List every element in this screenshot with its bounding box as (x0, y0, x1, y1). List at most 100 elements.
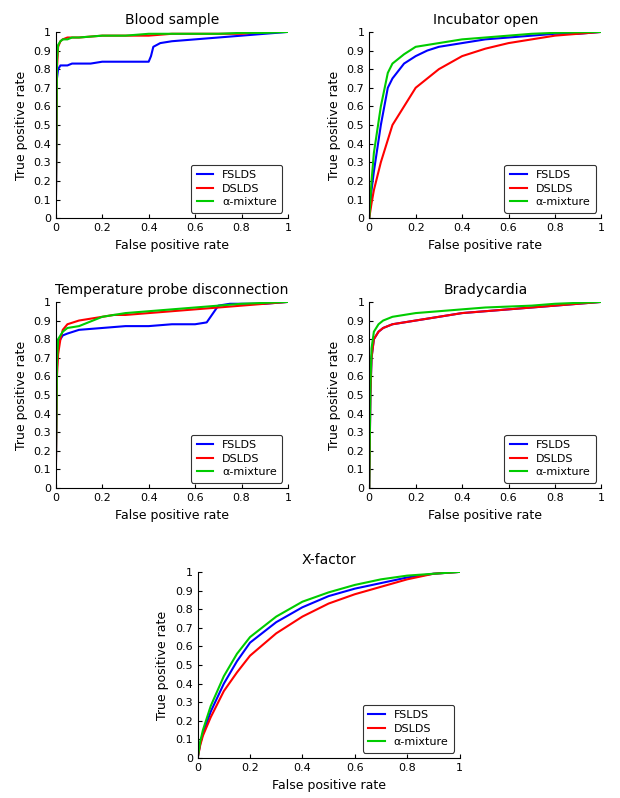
Y-axis label: True positive rate: True positive rate (328, 70, 341, 180)
DSLDS (551, 31, 559, 41)
DSLDS (458, 308, 466, 318)
DSLDS (299, 612, 306, 622)
DSLDS (192, 29, 199, 38)
Line: FSLDS: FSLDS (198, 572, 459, 758)
α-mixture (370, 327, 378, 337)
α-mixture (284, 27, 291, 37)
α-mixture (197, 737, 204, 746)
FSLDS (384, 83, 391, 93)
α-mixture (456, 567, 463, 577)
α-mixture (389, 312, 396, 322)
DSLDS (99, 312, 106, 322)
FSLDS (52, 474, 60, 484)
α-mixture (370, 148, 378, 158)
DSLDS (575, 29, 582, 38)
DSLDS (366, 390, 374, 400)
DSLDS (215, 29, 222, 38)
FSLDS (430, 569, 437, 579)
α-mixture (299, 597, 306, 606)
FSLDS (598, 27, 605, 37)
DSLDS (351, 590, 358, 599)
DSLDS (505, 305, 512, 314)
DSLDS (505, 38, 512, 48)
DSLDS (456, 567, 463, 577)
DSLDS (56, 334, 64, 344)
FSLDS (366, 484, 373, 493)
DSLDS (122, 310, 129, 320)
FSLDS (75, 59, 82, 69)
DSLDS (325, 598, 332, 608)
FSLDS (505, 305, 512, 314)
α-mixture (52, 213, 60, 223)
DSLDS (575, 299, 582, 309)
α-mixture (401, 49, 408, 59)
α-mixture (505, 302, 512, 311)
X-axis label: False positive rate: False positive rate (115, 508, 229, 522)
α-mixture (261, 28, 268, 38)
DSLDS (192, 305, 199, 314)
FSLDS (145, 57, 153, 66)
Legend: FSLDS, DSLDS, α-mixture: FSLDS, DSLDS, α-mixture (363, 705, 454, 753)
α-mixture (199, 725, 206, 735)
α-mixture (366, 213, 373, 223)
Title: Bradycardia: Bradycardia (443, 282, 528, 297)
DSLDS (435, 65, 443, 74)
Legend: FSLDS, DSLDS, α-mixture: FSLDS, DSLDS, α-mixture (505, 164, 596, 212)
FSLDS (368, 353, 375, 362)
DSLDS (197, 741, 204, 750)
Line: α-mixture: α-mixture (198, 572, 459, 758)
α-mixture (168, 305, 175, 314)
X-axis label: False positive rate: False positive rate (428, 508, 542, 522)
FSLDS (157, 38, 164, 48)
DSLDS (377, 582, 384, 591)
FSLDS (412, 316, 419, 326)
FSLDS (238, 31, 246, 41)
FSLDS (99, 57, 106, 66)
Legend: FSLDS, DSLDS, α-mixture: FSLDS, DSLDS, α-mixture (191, 435, 283, 483)
FSLDS (551, 301, 559, 310)
FSLDS (375, 327, 383, 337)
α-mixture (55, 334, 62, 344)
α-mixture (366, 195, 374, 204)
α-mixture (215, 29, 222, 38)
FSLDS (435, 312, 443, 322)
DSLDS (75, 33, 82, 42)
FSLDS (56, 334, 64, 344)
FSLDS (55, 338, 62, 348)
α-mixture (384, 314, 391, 323)
DSLDS (370, 334, 378, 344)
Title: Temperature probe disconnection: Temperature probe disconnection (55, 282, 288, 297)
α-mixture (377, 101, 384, 111)
DSLDS (482, 44, 489, 53)
FSLDS (366, 213, 373, 223)
X-axis label: False positive rate: False positive rate (428, 239, 542, 251)
α-mixture (59, 327, 66, 337)
FSLDS (261, 299, 268, 309)
FSLDS (370, 167, 378, 176)
FSLDS (53, 73, 61, 83)
DSLDS (64, 33, 71, 42)
α-mixture (575, 27, 582, 37)
α-mixture (75, 33, 82, 42)
FSLDS (284, 27, 291, 37)
α-mixture (145, 29, 153, 38)
α-mixture (351, 580, 358, 590)
α-mixture (122, 308, 129, 318)
DSLDS (53, 372, 61, 381)
FSLDS (456, 567, 463, 577)
α-mixture (366, 484, 373, 493)
α-mixture (64, 34, 71, 44)
DSLDS (412, 83, 419, 93)
α-mixture (53, 357, 61, 366)
FSLDS (366, 390, 374, 400)
α-mixture (366, 381, 374, 390)
α-mixture (145, 306, 153, 316)
α-mixture (458, 305, 466, 314)
DSLDS (145, 308, 153, 318)
DSLDS (56, 37, 64, 46)
DSLDS (598, 27, 605, 37)
α-mixture (404, 571, 411, 580)
α-mixture (368, 176, 375, 186)
DSLDS (370, 185, 378, 195)
FSLDS (145, 322, 153, 331)
